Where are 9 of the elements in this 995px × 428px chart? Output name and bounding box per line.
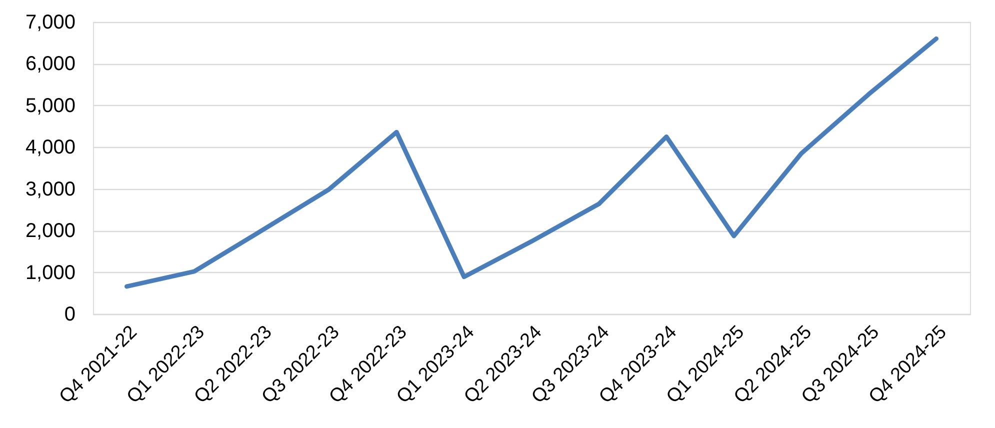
y-tick-label: 5,000 bbox=[25, 94, 76, 117]
y-tick-label: 1,000 bbox=[25, 262, 76, 284]
line-series bbox=[124, 36, 939, 289]
y-tick-label: 4,000 bbox=[25, 136, 76, 159]
y-tick-label: 3,000 bbox=[25, 178, 76, 200]
y-tick-label: 6,000 bbox=[25, 53, 76, 76]
y-tick-label: 0 bbox=[64, 304, 76, 326]
y-tick-label: 7,000 bbox=[25, 12, 76, 34]
y-tick-label: 2,000 bbox=[25, 220, 76, 242]
